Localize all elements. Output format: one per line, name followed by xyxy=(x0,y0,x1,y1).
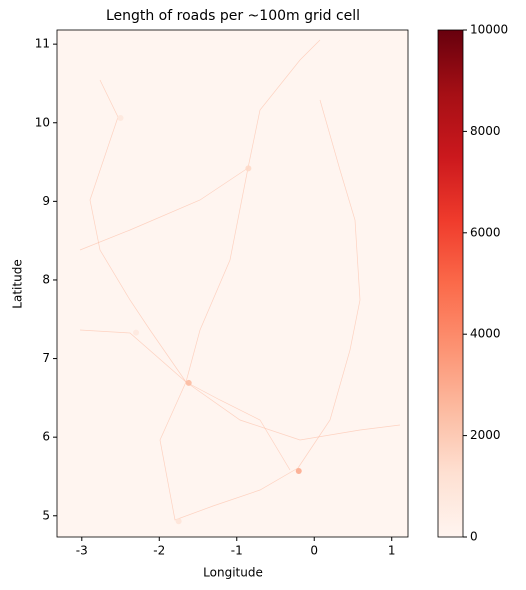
colorbar-tick-label: 0 xyxy=(470,530,478,544)
x-tick-label: 1 xyxy=(388,544,396,558)
colorbar-tick-label: 2000 xyxy=(470,428,501,442)
x-axis-label: Longitude xyxy=(203,566,263,580)
plot-background xyxy=(57,30,408,537)
colorbar-tick-label: 6000 xyxy=(470,225,501,239)
chart-title: Length of roads per ~100m grid cell xyxy=(106,8,360,24)
plot-frame xyxy=(56,29,409,538)
colorbar-tick-label: 8000 xyxy=(470,124,501,138)
hotspot xyxy=(185,379,192,386)
x-tick-label: -3 xyxy=(76,544,88,558)
x-tick-label: 0 xyxy=(310,544,318,558)
x-tick-label: -2 xyxy=(153,544,165,558)
x-tick-label: -1 xyxy=(231,544,243,558)
hotspots xyxy=(117,115,302,525)
road-network xyxy=(79,39,401,521)
hotspot xyxy=(175,518,182,525)
hotspot xyxy=(133,329,140,336)
y-tick-label: 7 xyxy=(42,351,50,365)
hotspot xyxy=(245,165,252,172)
y-tick-label: 9 xyxy=(42,194,50,208)
colorbar-tick-label: 10000 xyxy=(470,23,508,37)
y-tick-label: 10 xyxy=(35,115,50,129)
hotspot xyxy=(295,467,302,474)
hotspot xyxy=(117,115,124,122)
colorbar xyxy=(437,29,464,538)
y-tick-label: 11 xyxy=(35,37,50,51)
y-tick-label: 5 xyxy=(42,508,50,522)
colorbar-tick-label: 4000 xyxy=(470,327,501,341)
y-axis-label: Latitude xyxy=(11,259,25,308)
y-tick-label: 8 xyxy=(42,272,50,286)
y-tick-label: 6 xyxy=(42,430,50,444)
